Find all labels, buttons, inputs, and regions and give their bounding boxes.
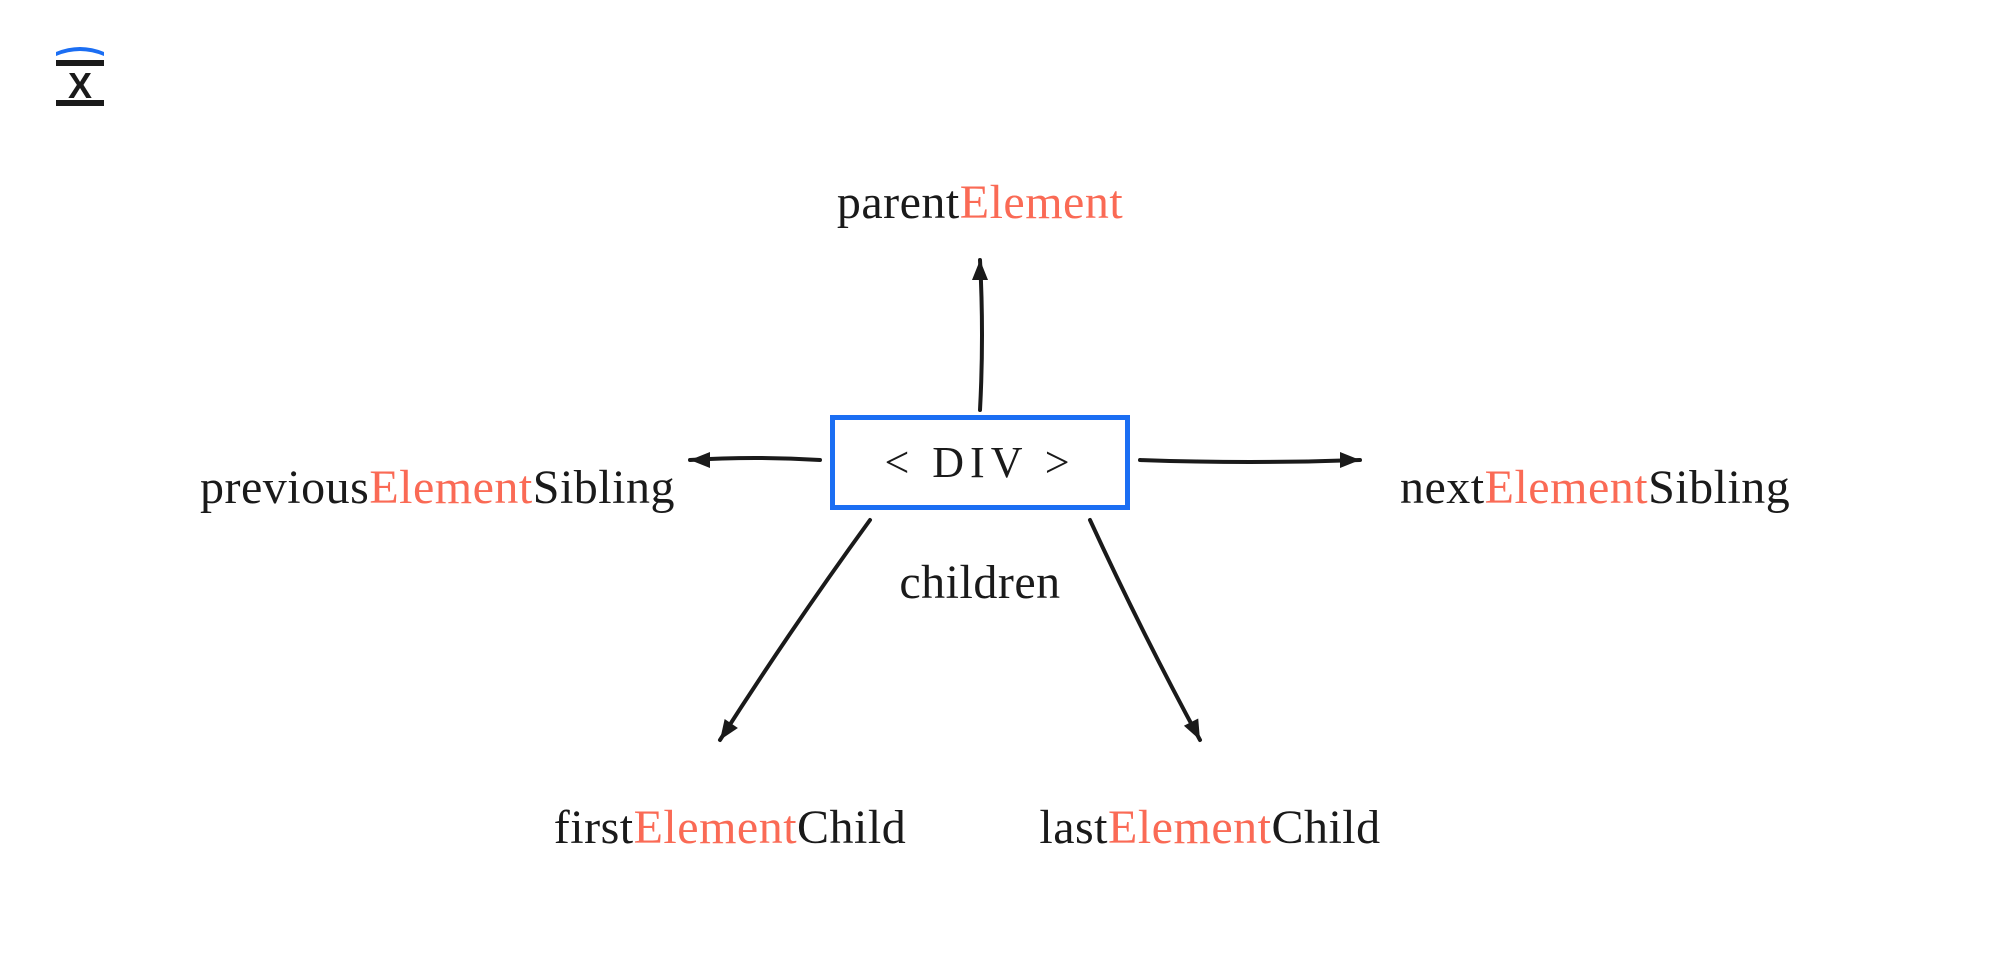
label-first-element-child: firstElementChild: [554, 800, 906, 855]
center-node: < DIV >: [830, 415, 1130, 510]
label-next-element-sibling: nextElementSibling: [1400, 460, 1790, 515]
center-node-label: < DIV >: [884, 437, 1075, 488]
label-previous-element-sibling: previousElementSibling: [200, 460, 675, 515]
label-parent-element: parentElement: [837, 175, 1123, 230]
dom-navigation-diagram: < DIV > children parentElement previousE…: [0, 0, 2001, 966]
children-label: children: [899, 555, 1060, 610]
label-last-element-child: lastElementChild: [1039, 800, 1380, 855]
